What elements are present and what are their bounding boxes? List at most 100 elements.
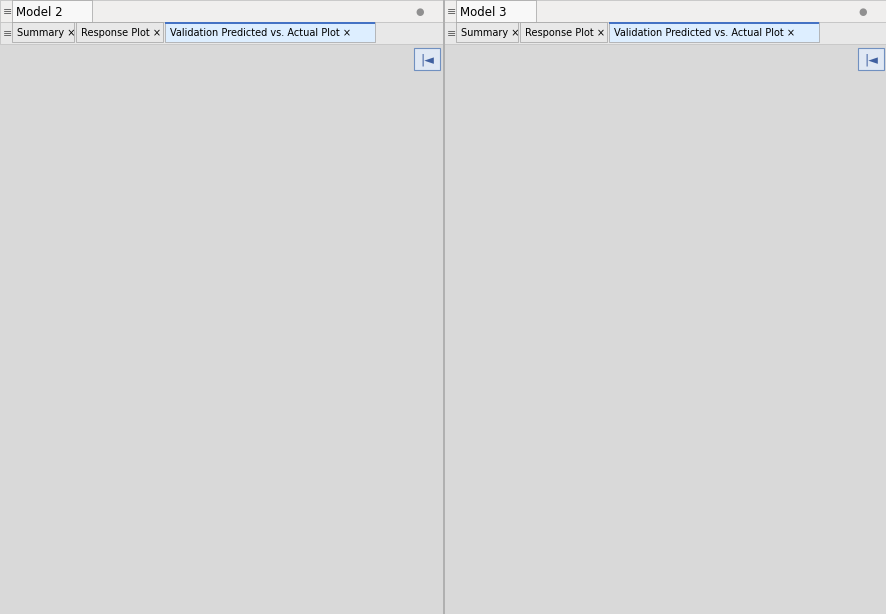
Point bbox=[711, 287, 725, 297]
Point bbox=[710, 254, 724, 264]
Point bbox=[788, 179, 802, 188]
Y-axis label: Predicted response: Predicted response bbox=[461, 258, 473, 386]
Point bbox=[276, 266, 290, 276]
Point bbox=[204, 354, 218, 363]
Point bbox=[166, 419, 180, 429]
Point bbox=[712, 286, 727, 296]
Point bbox=[676, 315, 690, 325]
Point bbox=[683, 302, 697, 312]
Point bbox=[188, 384, 202, 394]
Point bbox=[620, 385, 634, 395]
Point bbox=[268, 286, 283, 296]
Point bbox=[690, 327, 704, 336]
Point bbox=[775, 186, 789, 196]
Point bbox=[258, 274, 272, 284]
Point bbox=[276, 263, 290, 273]
Point bbox=[167, 407, 181, 417]
Point bbox=[666, 321, 680, 330]
Point bbox=[199, 383, 214, 393]
Point bbox=[571, 453, 585, 463]
Point bbox=[645, 344, 659, 354]
Point bbox=[733, 255, 747, 265]
Text: ●: ● bbox=[858, 7, 867, 17]
Point bbox=[136, 416, 150, 426]
Point bbox=[245, 313, 260, 323]
Point bbox=[237, 306, 252, 316]
Point bbox=[251, 297, 265, 307]
Point bbox=[245, 308, 260, 317]
Point bbox=[680, 309, 694, 319]
Point bbox=[153, 445, 167, 454]
Point bbox=[184, 402, 198, 412]
Point bbox=[254, 292, 268, 302]
Point bbox=[308, 239, 323, 249]
Point bbox=[263, 287, 277, 297]
Point bbox=[579, 438, 594, 448]
Point bbox=[230, 316, 245, 325]
Point bbox=[205, 367, 219, 376]
Point bbox=[262, 298, 276, 308]
Point bbox=[642, 376, 657, 386]
Point bbox=[645, 377, 659, 387]
Point bbox=[324, 188, 338, 198]
Point bbox=[663, 336, 677, 346]
Point bbox=[687, 319, 701, 329]
Point bbox=[166, 418, 180, 428]
Point bbox=[664, 331, 679, 341]
Point bbox=[718, 288, 732, 298]
Point bbox=[649, 365, 663, 375]
Point bbox=[234, 343, 248, 353]
Point bbox=[602, 411, 617, 421]
Point bbox=[254, 323, 268, 333]
Point bbox=[623, 426, 637, 436]
Point bbox=[234, 319, 248, 328]
Point bbox=[696, 301, 710, 311]
Point bbox=[693, 315, 707, 325]
Point bbox=[232, 330, 246, 340]
Point bbox=[148, 443, 162, 453]
Point bbox=[194, 374, 208, 384]
Point bbox=[237, 334, 252, 344]
Point bbox=[204, 361, 218, 371]
Point bbox=[653, 340, 667, 350]
Point bbox=[173, 427, 187, 437]
Point bbox=[284, 246, 299, 256]
Point bbox=[756, 252, 770, 262]
Point bbox=[688, 319, 703, 329]
Point bbox=[684, 316, 698, 326]
Point bbox=[714, 281, 728, 290]
Point bbox=[670, 349, 684, 359]
Point bbox=[636, 367, 650, 376]
Point bbox=[238, 317, 253, 327]
Point bbox=[626, 424, 640, 434]
Point bbox=[171, 385, 185, 395]
Point bbox=[259, 311, 273, 321]
Point bbox=[694, 293, 708, 303]
Point bbox=[618, 368, 633, 378]
Point bbox=[657, 344, 672, 354]
Point bbox=[672, 309, 687, 319]
Point bbox=[645, 409, 659, 419]
Point bbox=[170, 413, 184, 422]
Point bbox=[702, 287, 716, 297]
Point bbox=[161, 412, 175, 422]
Point bbox=[295, 246, 309, 255]
Point bbox=[86, 520, 100, 530]
Point bbox=[620, 383, 634, 392]
Point bbox=[250, 316, 264, 326]
Point bbox=[597, 435, 611, 445]
Point bbox=[253, 290, 268, 300]
Point bbox=[608, 400, 622, 410]
Point bbox=[674, 336, 688, 346]
Point bbox=[174, 421, 188, 431]
Point bbox=[654, 343, 668, 352]
Point bbox=[310, 235, 324, 244]
Point bbox=[665, 330, 680, 340]
Point bbox=[752, 192, 766, 202]
Point bbox=[274, 292, 288, 301]
Point bbox=[697, 275, 711, 285]
Point bbox=[666, 356, 680, 365]
Point bbox=[220, 354, 234, 364]
Point bbox=[270, 277, 284, 287]
Point bbox=[648, 360, 662, 370]
